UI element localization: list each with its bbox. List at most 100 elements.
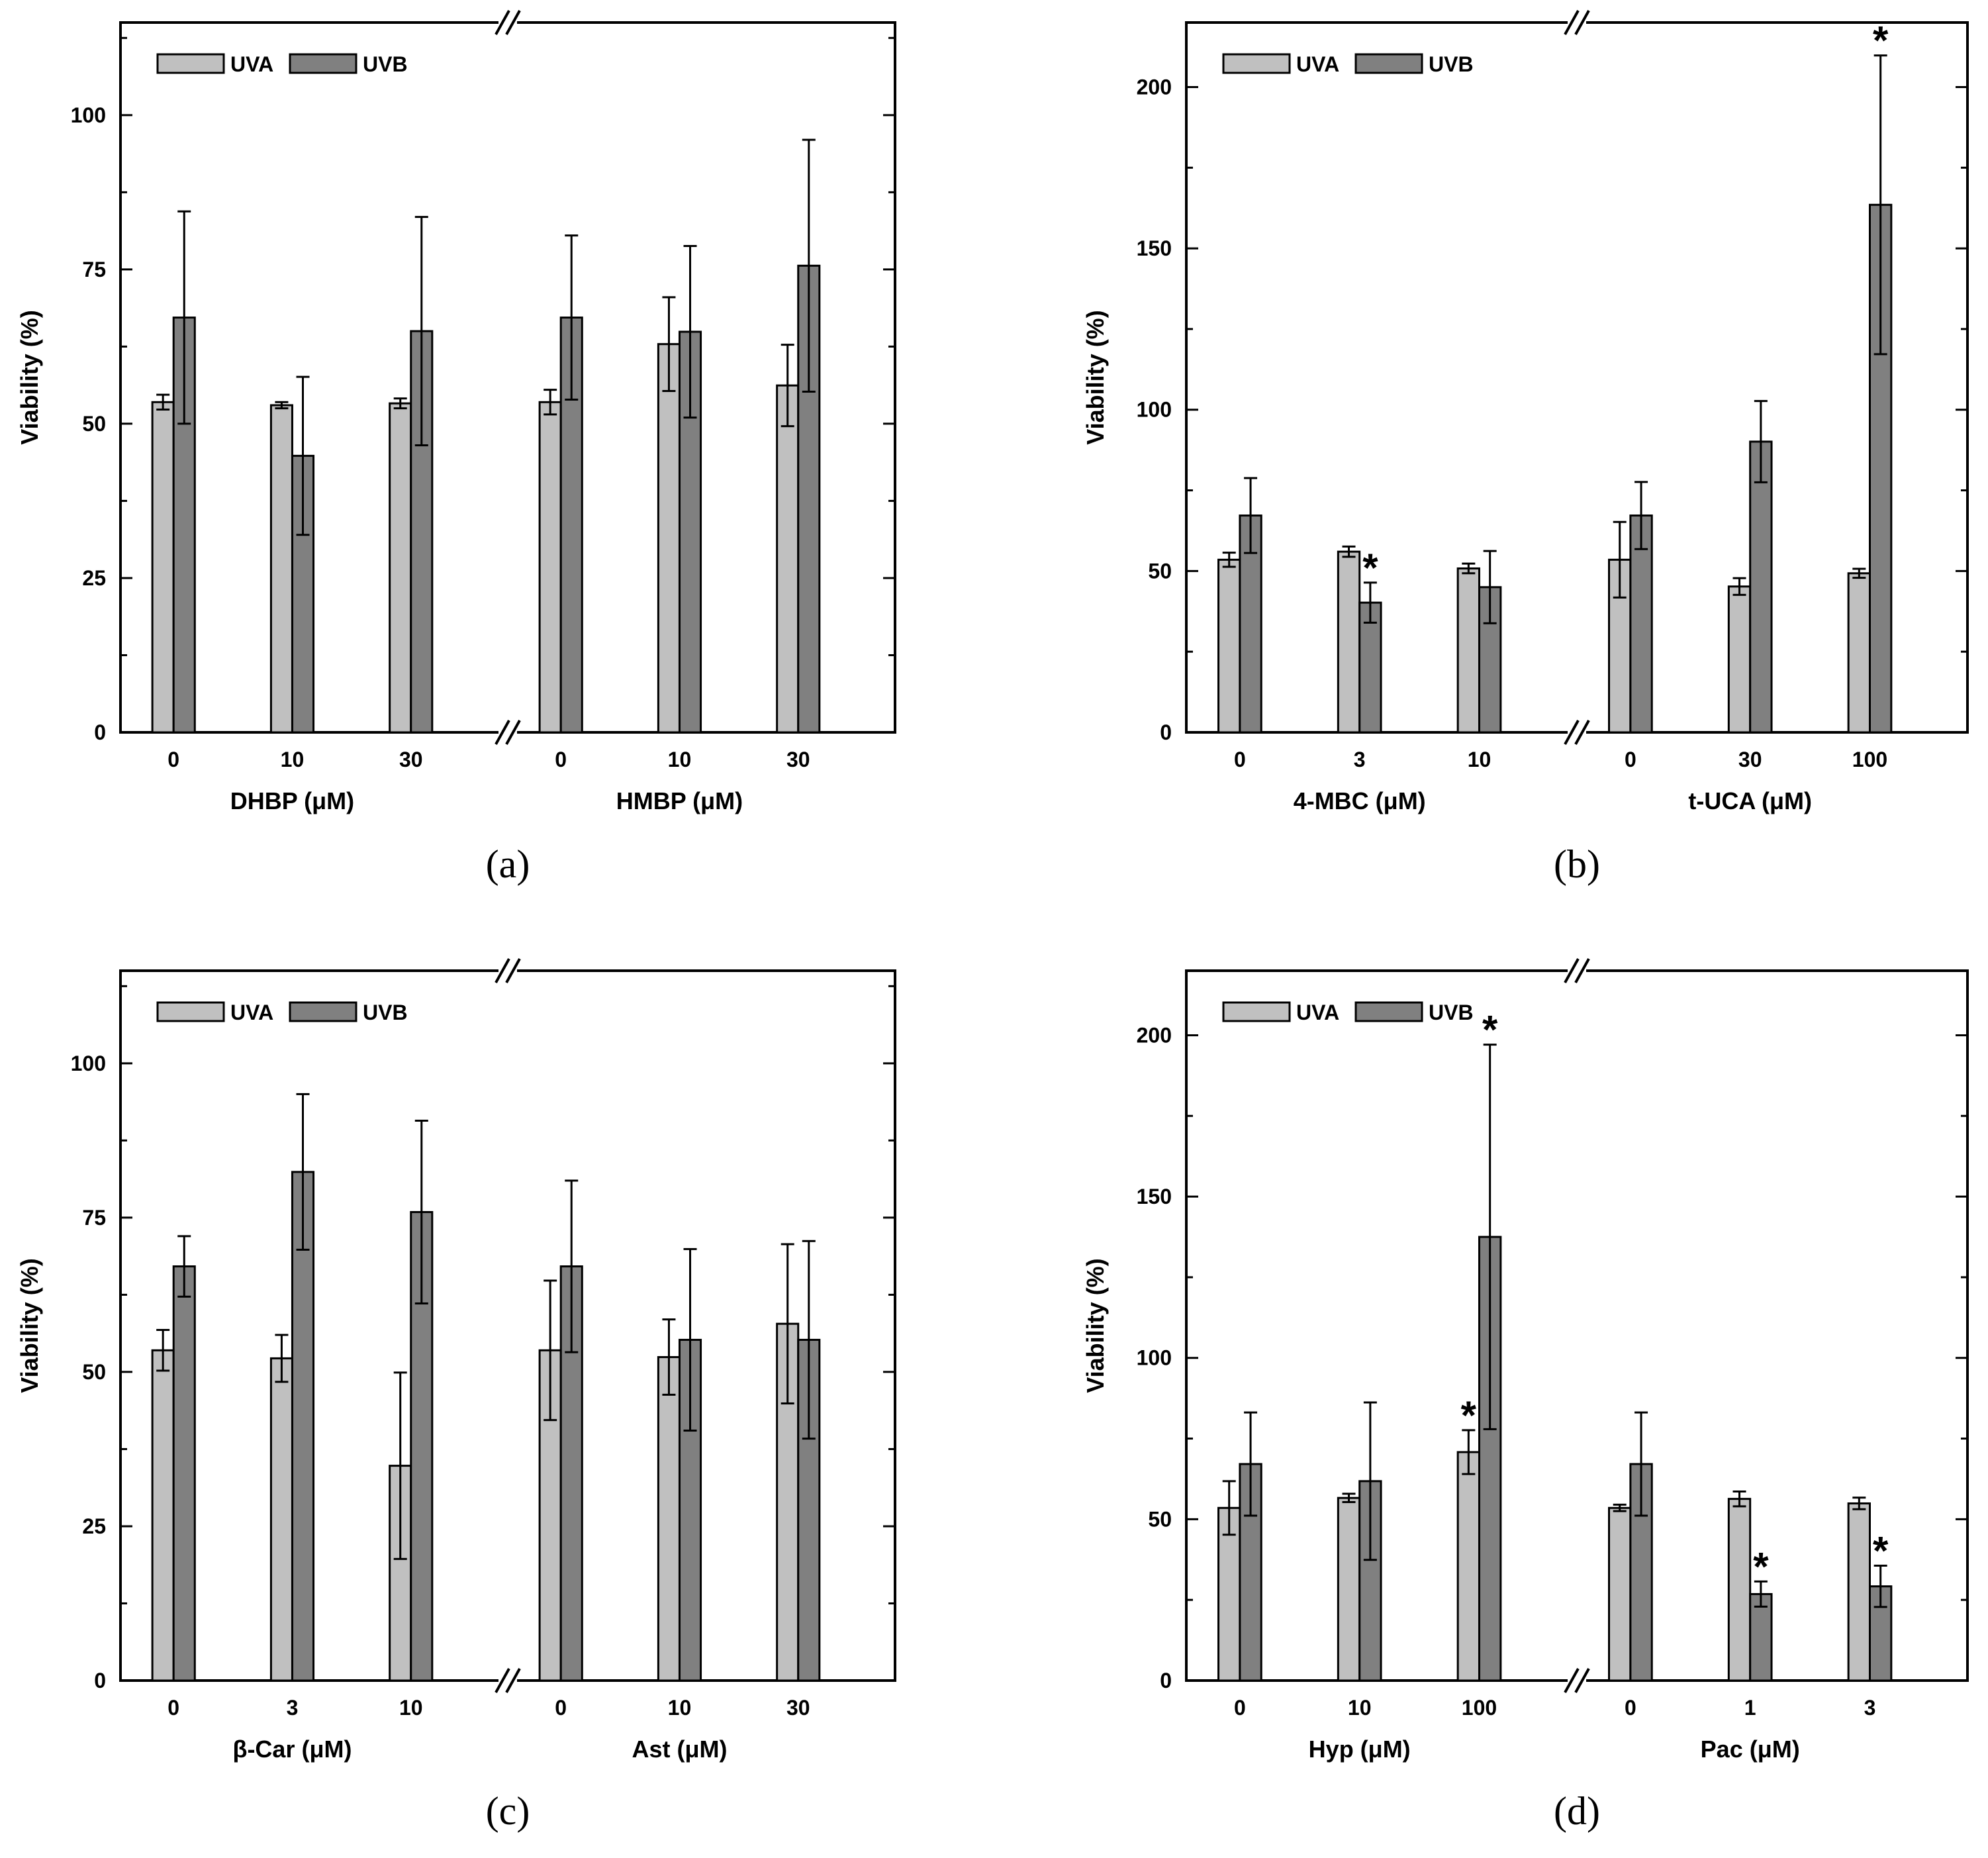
axis-break-mark-bottom bbox=[1564, 1668, 1580, 1693]
x-tick-label: 100 bbox=[1852, 748, 1887, 771]
axis-break-mark-top bbox=[495, 10, 510, 35]
x-tick-label: 30 bbox=[786, 1696, 810, 1720]
y-tick-label: 75 bbox=[82, 258, 106, 281]
bar-uva bbox=[1456, 567, 1481, 734]
significance-star: * bbox=[1362, 546, 1378, 590]
axis-break-mark-top bbox=[1564, 10, 1580, 35]
bar-uva bbox=[657, 1356, 681, 1682]
axis-break-mark-top bbox=[1574, 958, 1590, 983]
axis-break-mark-bottom bbox=[495, 720, 510, 745]
significance-star: * bbox=[1873, 1529, 1889, 1573]
y-tick-label: 100 bbox=[71, 1051, 106, 1075]
y-axis-label: Viability (%) bbox=[1082, 1258, 1109, 1393]
x-tick-label: 0 bbox=[167, 1696, 179, 1720]
legend-swatch-uvb bbox=[289, 1001, 357, 1022]
x-tick-label: 0 bbox=[555, 748, 567, 771]
x-axis-label: Ast (μM) bbox=[632, 1736, 727, 1763]
chart-panel-c: 0 25 50 75 100 Viability (%) 0 3 10 β-Car (μM) 0 10… bbox=[16, 958, 896, 1833]
x-tick-label: 0 bbox=[167, 748, 179, 771]
x-axis-label: DHBP (μM) bbox=[230, 787, 354, 814]
bar-uva bbox=[1847, 1502, 1871, 1682]
y-tick-label: 100 bbox=[1137, 398, 1172, 422]
bar-uva bbox=[1727, 1498, 1752, 1682]
legend-label-uvb: UVB bbox=[1429, 1001, 1474, 1024]
axis-break-mark-bottom bbox=[495, 1668, 510, 1693]
y-tick-label: 50 bbox=[1148, 1507, 1172, 1531]
y-tick-label: 25 bbox=[82, 566, 106, 590]
y-axis-label: Viability (%) bbox=[1082, 310, 1109, 444]
legend-swatch-uvb bbox=[1354, 53, 1423, 74]
legend-swatch-uva bbox=[156, 1001, 225, 1022]
y-tick-label: 50 bbox=[1148, 559, 1172, 583]
x-tick-label: 10 bbox=[668, 748, 692, 771]
legend-swatch-uvb bbox=[289, 53, 357, 74]
y-tick-label: 0 bbox=[94, 1669, 106, 1692]
legend-label-uvb: UVB bbox=[363, 1001, 408, 1024]
y-tick-label: 200 bbox=[1137, 1023, 1172, 1047]
bar-uva bbox=[151, 1349, 175, 1682]
bar-uva bbox=[1337, 550, 1361, 734]
axis-break-mark-bottom bbox=[1564, 720, 1580, 745]
bar-uva bbox=[538, 401, 562, 734]
y-tick-label: 0 bbox=[1160, 720, 1172, 744]
x-tick-label: 0 bbox=[1234, 1696, 1246, 1720]
significance-star: * bbox=[1873, 19, 1889, 63]
bar-uva bbox=[657, 343, 681, 734]
axis-break-mark-bottom bbox=[505, 1668, 521, 1693]
legend-label-uvb: UVB bbox=[1429, 52, 1474, 76]
legend-label-uva: UVA bbox=[1296, 1001, 1339, 1024]
bar-uva bbox=[776, 384, 800, 734]
x-tick-label: 10 bbox=[1468, 748, 1491, 771]
x-axis-label: Pac (μM) bbox=[1701, 1736, 1800, 1763]
bar-uva bbox=[269, 404, 293, 734]
significance-star: * bbox=[1482, 1008, 1498, 1052]
x-axis-label: 4-MBC (μM) bbox=[1294, 787, 1426, 814]
x-tick-label: 3 bbox=[287, 1696, 299, 1720]
x-axis-label: HMBP (μM) bbox=[616, 787, 743, 814]
legend-swatch-uva bbox=[1222, 53, 1291, 74]
bar-uva bbox=[389, 402, 412, 734]
significance-star: * bbox=[1461, 1393, 1477, 1438]
y-tick-label: 100 bbox=[71, 103, 106, 127]
y-tick-label: 0 bbox=[94, 720, 106, 744]
bar-uva bbox=[389, 1465, 412, 1682]
bar-uva bbox=[1608, 1506, 1632, 1682]
panel-label: (a) bbox=[486, 842, 530, 886]
legend-swatch-uva bbox=[1222, 1001, 1291, 1022]
axis-break-mark-top bbox=[495, 958, 510, 983]
bar-uva bbox=[1727, 585, 1752, 734]
x-tick-label: 10 bbox=[399, 1696, 423, 1720]
x-tick-label: 10 bbox=[668, 1696, 692, 1720]
axis-break-mark-bottom bbox=[1574, 720, 1590, 745]
bar-uva bbox=[1217, 1506, 1241, 1682]
x-tick-label: 3 bbox=[1354, 748, 1366, 771]
y-tick-label: 150 bbox=[1137, 1185, 1172, 1208]
axis-break-mark-top bbox=[505, 958, 521, 983]
chart-panel-a: 0 25 50 75 100 Viability (%) 0 10 30 DHBP (μM) 0 10… bbox=[16, 10, 896, 886]
panel-label: (c) bbox=[486, 1789, 530, 1833]
bar-uva bbox=[1337, 1496, 1361, 1682]
legend-swatch-uvb bbox=[1354, 1001, 1423, 1022]
chart-panel-b: 0 50 100 150 200 Viability (%) 0 3 * 10 4-MBC (μM)… bbox=[1082, 10, 1969, 886]
axis-break-mark-bottom bbox=[505, 720, 521, 745]
x-tick-label: 1 bbox=[1744, 1696, 1756, 1720]
y-tick-label: 50 bbox=[82, 412, 106, 436]
x-tick-label: 0 bbox=[1625, 748, 1636, 771]
x-tick-label: 10 bbox=[1348, 1696, 1372, 1720]
x-tick-label: 3 bbox=[1864, 1696, 1876, 1720]
x-tick-label: 100 bbox=[1462, 1696, 1497, 1720]
legend-label-uva: UVA bbox=[230, 1001, 273, 1024]
y-tick-label: 0 bbox=[1160, 1669, 1172, 1692]
y-tick-label: 50 bbox=[82, 1360, 106, 1384]
y-axis-label: Viability (%) bbox=[16, 310, 43, 444]
legend-label-uvb: UVB bbox=[363, 52, 408, 76]
bar-uva bbox=[269, 1357, 293, 1682]
bar-uva bbox=[151, 401, 175, 734]
x-axis-label: t-UCA (μM) bbox=[1688, 787, 1812, 814]
x-tick-label: 0 bbox=[555, 1696, 567, 1720]
panel-label: (b) bbox=[1554, 842, 1600, 886]
significance-star: * bbox=[1753, 1544, 1769, 1589]
